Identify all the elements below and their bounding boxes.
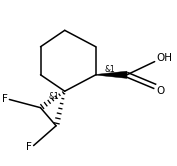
Text: F: F [26, 142, 32, 152]
Text: OH: OH [156, 53, 172, 63]
Text: F: F [2, 94, 8, 104]
Text: O: O [156, 86, 165, 96]
Text: &1: &1 [104, 65, 115, 74]
Polygon shape [96, 71, 127, 78]
Text: &1: &1 [49, 92, 60, 101]
